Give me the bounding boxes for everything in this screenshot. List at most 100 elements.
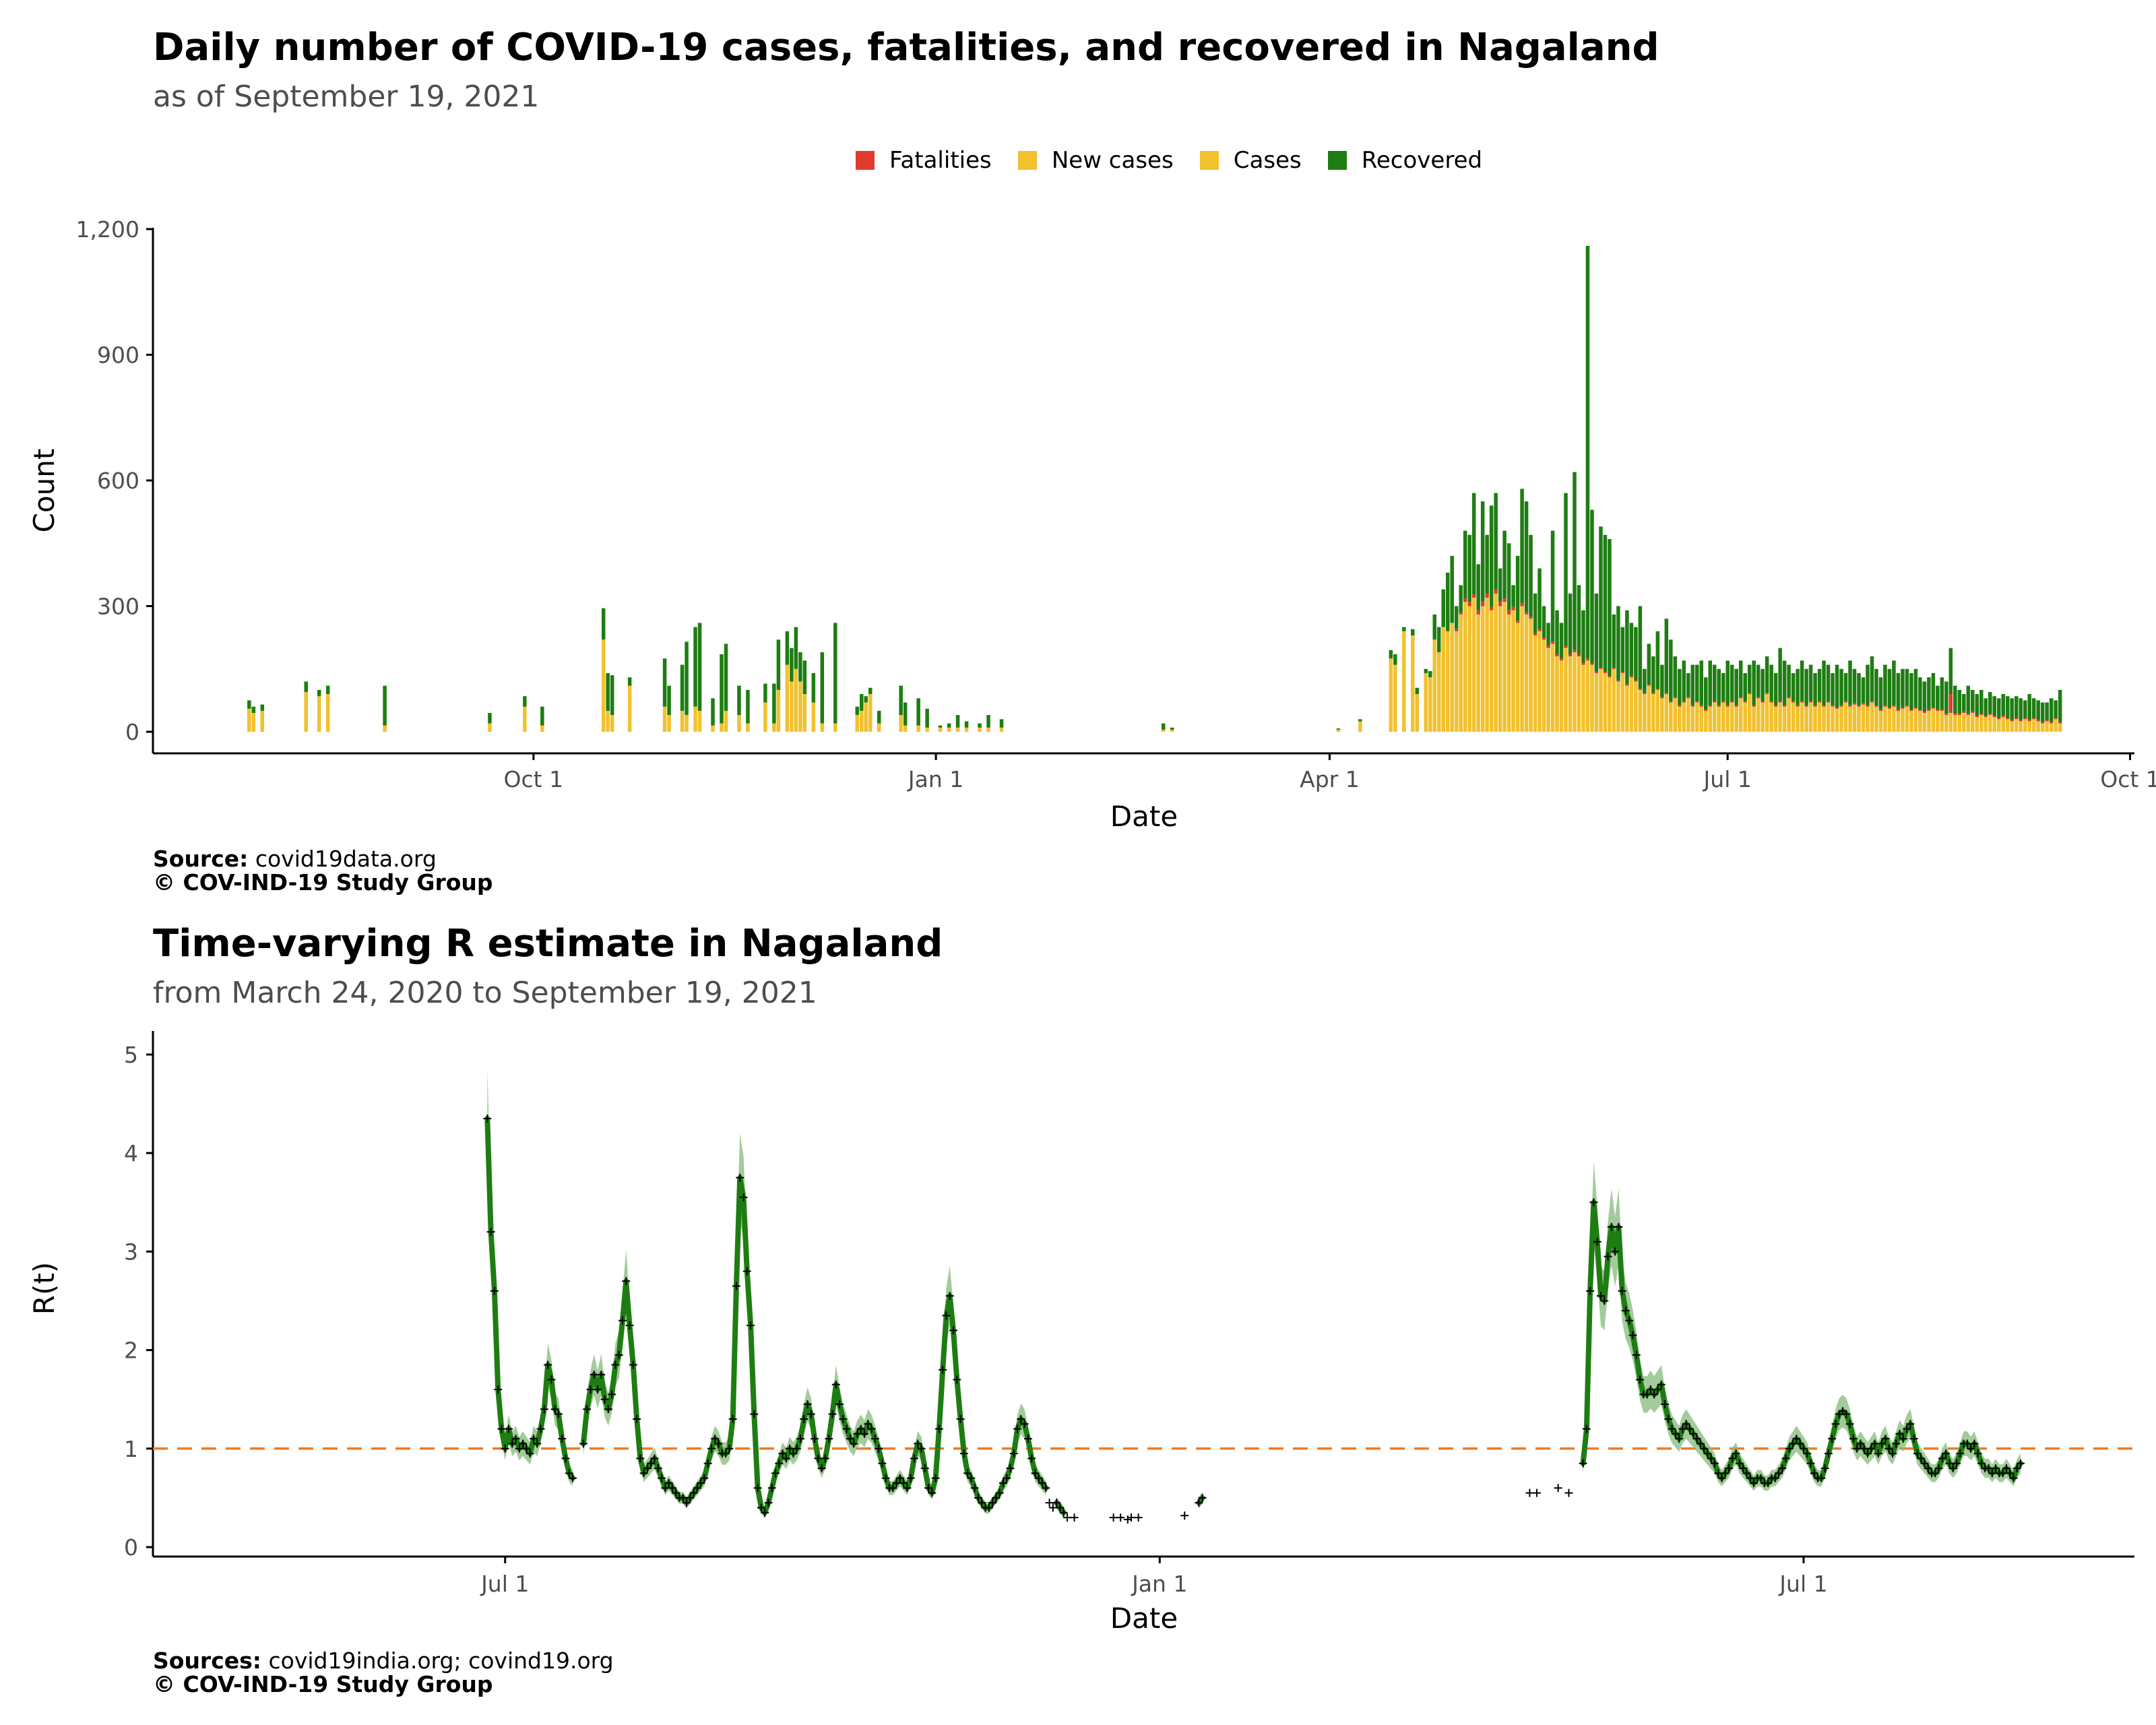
bar-cases	[1471, 598, 1476, 732]
top-y-tick-label: 300	[97, 594, 139, 620]
bar-group	[1660, 664, 1664, 732]
top-y-tick-label: 1,200	[76, 216, 139, 243]
bar-fatalities	[1878, 710, 1883, 711]
estimate-point	[1796, 1439, 1804, 1448]
bar-group	[1542, 606, 1546, 732]
estimate-point	[1750, 1478, 1758, 1487]
bar-cases	[877, 723, 881, 732]
estimate-point	[505, 1424, 513, 1433]
bar-cases	[1450, 623, 1454, 732]
bar-fatalities	[2019, 720, 2023, 722]
estimate-point	[714, 1439, 723, 1448]
bar-recovered	[304, 681, 308, 692]
estimate-point	[1988, 1469, 1996, 1478]
bar-group	[903, 702, 908, 732]
bar-fatalities	[1992, 716, 1997, 718]
estimate-point	[963, 1469, 972, 1478]
bar-recovered	[1878, 677, 1883, 710]
bar-group	[1826, 664, 1831, 732]
bar-cases	[1791, 702, 1796, 732]
bar-cases	[1411, 635, 1415, 732]
estimate-point	[789, 1449, 798, 1458]
bar-fatalities	[2036, 720, 2040, 722]
bar-group	[925, 708, 929, 732]
bar-fatalities	[1936, 710, 1940, 711]
bar-fatalities	[1564, 646, 1568, 648]
bar-recovered	[1901, 668, 1905, 708]
estimate-point	[814, 1454, 823, 1463]
bar-cases	[2054, 719, 2058, 732]
bar-fatalities	[1651, 693, 1655, 695]
bar-cases	[1445, 631, 1450, 732]
estimate-point	[800, 1414, 808, 1423]
bar-cases	[1826, 702, 1831, 732]
bar-fatalities	[1730, 701, 1734, 703]
estimate-point	[1628, 1331, 1637, 1340]
bar-group	[685, 641, 689, 732]
bar-recovered	[1594, 593, 1599, 672]
bar-group	[1778, 648, 1782, 732]
bar-fatalities	[1620, 672, 1625, 673]
bar-group	[1765, 656, 1769, 732]
bar-cases	[964, 727, 969, 732]
bar-fatalities	[1861, 703, 1866, 705]
bar-group	[1564, 493, 1568, 732]
bar-cases	[1476, 614, 1480, 732]
bar-group	[1878, 677, 1883, 732]
estimate-point	[600, 1395, 609, 1404]
estimate-point	[1696, 1439, 1705, 1448]
bar-recovered	[1673, 656, 1678, 697]
estimate-point	[486, 1228, 495, 1236]
bar-recovered	[1971, 689, 1975, 712]
bar-recovered	[1870, 656, 1874, 701]
bar-cases	[693, 706, 697, 732]
bar-group	[2027, 694, 2031, 732]
estimate-point	[917, 1444, 926, 1453]
bar-recovered	[1620, 627, 1625, 672]
bar-cases	[1782, 706, 1787, 732]
bar-fatalities	[1835, 707, 1839, 709]
bar-group	[1874, 668, 1878, 732]
bar-recovered	[1892, 660, 1896, 705]
bar-fatalities	[1520, 602, 1524, 606]
bar-recovered	[1962, 694, 1966, 712]
bar-fatalities	[1826, 701, 1831, 703]
bar-group	[2049, 698, 2054, 732]
bar-recovered	[1402, 627, 1406, 631]
bar-group	[1664, 619, 1669, 732]
bar-group	[1944, 681, 1948, 732]
bar-cases	[1454, 631, 1459, 732]
estimate-point	[636, 1454, 645, 1463]
bar-group	[1817, 668, 1822, 732]
bar-fatalities	[1568, 654, 1573, 657]
bar-recovered	[1568, 593, 1573, 654]
estimate-point	[1820, 1464, 1829, 1473]
bar-fatalities	[1747, 693, 1752, 695]
bar-group	[1459, 585, 1463, 732]
bar-group	[1984, 698, 1988, 732]
bar-group	[1743, 672, 1747, 732]
bottom-y-tick-label: 3	[124, 1238, 138, 1265]
bar-cases	[1765, 694, 1769, 732]
bar-group	[1971, 689, 1975, 732]
bar-cases	[1940, 710, 1944, 732]
bar-fatalities	[1581, 662, 1585, 665]
estimate-point	[1625, 1316, 1634, 1325]
bar-recovered	[1944, 681, 1948, 714]
bar-recovered	[1996, 698, 2001, 718]
estimate-point	[959, 1449, 968, 1458]
estimate-point	[1806, 1459, 1815, 1468]
estimate-point	[1878, 1439, 1886, 1448]
estimate-point	[742, 1267, 751, 1276]
bar-cases	[1441, 627, 1445, 732]
bar-cases	[2058, 723, 2062, 732]
estimate-point	[1636, 1375, 1645, 1384]
bar-recovered	[1817, 668, 1822, 701]
bar-group	[325, 685, 330, 732]
estimate-point	[786, 1444, 794, 1453]
bar-group	[1411, 629, 1415, 732]
estimate-point	[508, 1439, 517, 1448]
bar-recovered	[1905, 668, 1909, 705]
estimate-point	[1116, 1513, 1125, 1522]
bar-cases	[488, 723, 492, 732]
